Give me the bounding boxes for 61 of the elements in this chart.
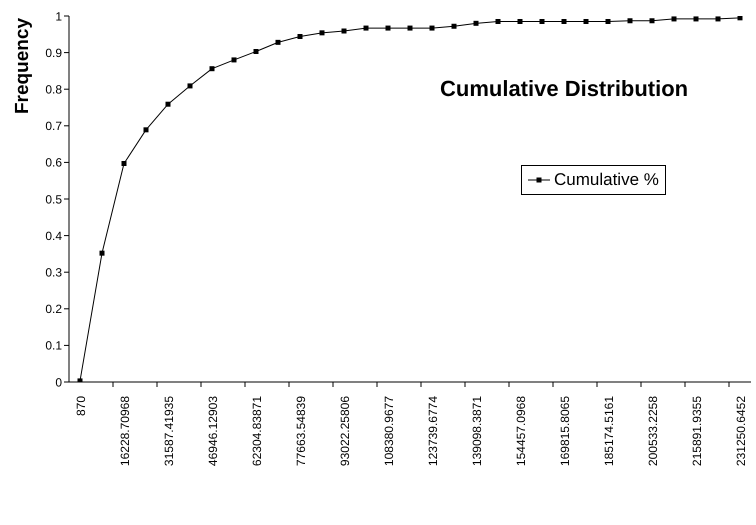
text: Cumulative Distribution — [440, 76, 688, 102]
y-tick-label: 0.4 — [45, 228, 62, 243]
point — [364, 26, 368, 31]
point — [188, 83, 192, 88]
point — [672, 16, 676, 22]
point — [320, 30, 324, 36]
x-tick-label: 185174.5161 — [602, 396, 616, 466]
point — [386, 26, 390, 31]
x-tick-label: 215891.9355 — [690, 396, 704, 466]
y-tick-label: 0.9 — [45, 46, 62, 60]
point — [342, 28, 346, 34]
point — [496, 18, 500, 24]
legend-label: Cumulative % — [554, 170, 659, 190]
point — [540, 18, 544, 24]
point — [584, 18, 588, 24]
x-tick-label: 77663.54839 — [294, 396, 308, 466]
point — [628, 18, 632, 24]
y-tick-label: 0.6 — [45, 156, 62, 170]
point — [738, 16, 742, 20]
point — [254, 49, 258, 54]
point — [298, 34, 302, 39]
point — [518, 18, 522, 24]
x-tick-label: 139098.3871 — [470, 396, 484, 466]
point — [694, 16, 698, 22]
x-tick-label: 16228.70968 — [118, 396, 132, 466]
x-tick-label: 31587.41935 — [162, 396, 176, 466]
x-tick-label: 200533.2258 — [646, 396, 660, 466]
point — [452, 24, 456, 29]
point — [78, 378, 82, 382]
point — [100, 250, 104, 256]
point — [210, 66, 214, 72]
y-axis-title: Frequency — [12, 18, 33, 114]
x-tick-label: 62304.83871 — [250, 396, 264, 466]
point — [276, 40, 280, 45]
x-tick-label: 870 — [74, 396, 88, 416]
x-tick-label: 123739.6774 — [426, 396, 440, 466]
x-tick-label: 231250.6452 — [734, 396, 748, 466]
x-tick-label: 46946.12903 — [206, 396, 220, 466]
point — [122, 161, 126, 166]
y-tick-label: 0.2 — [45, 302, 62, 316]
y-tick-label: 0.3 — [45, 265, 62, 280]
point — [650, 18, 654, 24]
point — [430, 26, 434, 31]
y-tick-label: 1 — [55, 9, 62, 24]
point — [716, 16, 720, 22]
x-tick-label: 108380.9677 — [382, 396, 396, 466]
x-tick-label: 169815.8065 — [558, 396, 572, 466]
y-tick-label: 0.7 — [45, 119, 62, 134]
point — [606, 18, 610, 24]
point — [166, 102, 170, 107]
y-tick-label: 0.1 — [45, 338, 62, 353]
point — [562, 18, 566, 24]
point — [474, 20, 478, 26]
y-tick-label: 0 — [55, 375, 62, 390]
point — [408, 26, 412, 31]
x-tick-label: 154457.0968 — [514, 396, 528, 466]
y-tick-label: 0.8 — [45, 82, 62, 96]
y-tick-label: 0.5 — [45, 192, 62, 206]
x-tick-label: 93022.25806 — [338, 396, 352, 466]
point — [144, 127, 148, 132]
point — [232, 57, 236, 62]
